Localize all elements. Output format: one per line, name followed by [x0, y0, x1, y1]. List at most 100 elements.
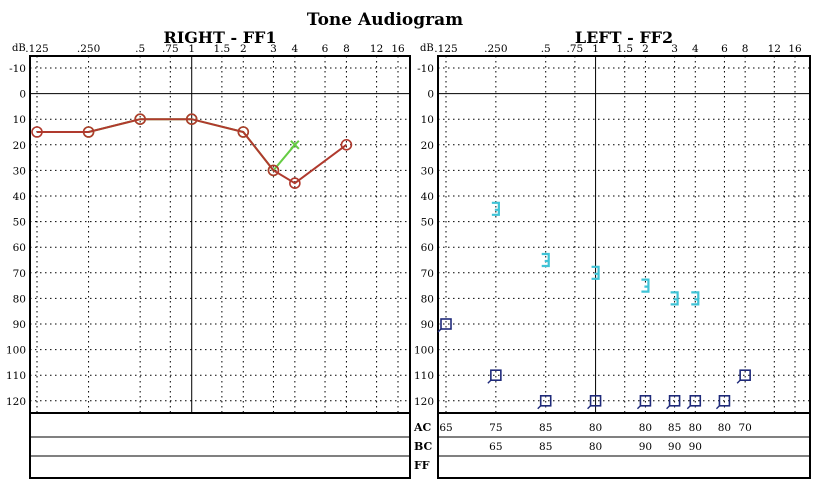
data-point-circle [31, 126, 43, 138]
data-point-square [689, 394, 702, 407]
data-point-square [668, 394, 681, 407]
data-point-square-tail [487, 379, 492, 384]
x-tick-label: 4 [692, 43, 699, 55]
y-tick-label: 100 [414, 345, 434, 357]
y-axis-unit-label: dB [420, 43, 434, 54]
table-value: 75 [489, 422, 502, 434]
data-point-bracket [641, 278, 650, 293]
y-tick-label: 20 [421, 140, 434, 152]
panel-left-ear: LEFT - FF2 dB .125 .250 .5 .75 1 1.5 2 3 4 6 8 12 16 -1… [413, 28, 811, 479]
panel-title: RIGHT - FF1 [163, 28, 276, 47]
data-point-square [440, 318, 452, 330]
y-tick-label: -10 [417, 63, 434, 75]
data-point-bracket [491, 201, 500, 216]
data-point-square [739, 369, 751, 382]
table-frame [437, 412, 811, 479]
series-line [37, 118, 348, 185]
data-point-square-tail [715, 405, 720, 410]
y-tick-label: 30 [13, 165, 26, 177]
table-value: 85 [539, 422, 552, 434]
table-value: 90 [639, 441, 652, 453]
table-value: 80 [639, 422, 652, 434]
y-tick-label: 120 [414, 396, 434, 408]
data-point-square-tail [437, 328, 442, 333]
panel-title: LEFT - FF2 [575, 28, 673, 47]
table-value: 65 [439, 422, 452, 434]
table-value: 85 [668, 422, 681, 434]
x-tick-label: 12 [768, 43, 781, 55]
x-tick-label: 3 [671, 43, 678, 55]
table-value: 80 [689, 422, 702, 434]
y-tick-label: 20 [13, 140, 26, 152]
y-axis-unit-label: dB [12, 43, 26, 54]
table-value: 80 [589, 422, 602, 434]
x-tick-label: 16 [788, 43, 802, 55]
y-tick-label: -10 [9, 63, 26, 75]
table-value: 90 [668, 441, 681, 453]
table-value: 80 [718, 422, 731, 434]
data-point-circle [185, 113, 198, 125]
data-point-square [539, 394, 552, 407]
y-tick-label: 110 [6, 370, 26, 382]
y-tick-label: 60 [421, 242, 434, 254]
table-row-label-ff: FF [414, 459, 430, 472]
x-tick-label: 8 [742, 43, 749, 55]
y-tick-label: 80 [13, 293, 26, 305]
x-tick-label: 8 [343, 43, 350, 55]
data-point-bracket [691, 291, 700, 306]
table-value: 90 [689, 441, 702, 453]
data-point-circle [289, 177, 301, 189]
data-point-circle [82, 126, 95, 138]
x-tick-label: .250 [484, 43, 507, 55]
x-tick-label: 2 [642, 43, 649, 55]
x-tick-label: .75 [567, 43, 584, 55]
x-tick-label: 1 [188, 43, 195, 55]
y-tick-label: 0 [427, 89, 434, 101]
y-tick-label: 90 [13, 319, 26, 331]
x-tick-label: 1 [592, 43, 599, 55]
x-tick-label: .250 [77, 43, 100, 55]
x-tick-label: 1.5 [616, 43, 633, 55]
data-point-circle [267, 164, 280, 177]
table-row-label-ac: AC [413, 421, 432, 434]
y-tick-label: 70 [421, 268, 434, 280]
x-tick-label: 16 [391, 43, 405, 55]
chart-main-title: Tone Audiogram [307, 10, 463, 30]
data-point-square-tail [587, 405, 592, 410]
data-point-bracket [670, 291, 679, 306]
data-point-circle [340, 139, 353, 151]
data-point-square-tail [666, 405, 671, 410]
table-value: 85 [539, 441, 552, 453]
y-tick-label: 10 [13, 114, 26, 126]
data-point-bracket [591, 265, 600, 280]
panel-right-ear: RIGHT - FF1 dB .125 .250 .5 .75 1 1.5 2 3 4 6 8 12 16 -… [6, 28, 411, 479]
x-tick-label: .75 [162, 43, 179, 55]
table-value: 65 [489, 441, 502, 453]
y-tick-label: 30 [421, 165, 434, 177]
y-tick-label: 60 [13, 242, 26, 254]
x-tick-label: .5 [541, 43, 551, 55]
y-tick-label: 70 [13, 268, 26, 280]
y-tick-label: 50 [421, 217, 434, 229]
y-tick-label: 110 [414, 370, 434, 382]
y-tick-label: 0 [19, 89, 26, 101]
x-tick-label: 6 [721, 43, 728, 55]
plot-frame [437, 55, 811, 414]
data-point-square [490, 369, 502, 382]
y-tick-label: 50 [13, 217, 26, 229]
plot-frame [29, 55, 411, 414]
x-tick-label: .125 [25, 43, 48, 55]
x-tick-label: .5 [135, 43, 145, 55]
x-tick-label: 6 [322, 43, 329, 55]
data-point-bracket [541, 252, 550, 268]
data-point-square [718, 394, 731, 407]
table-frame [29, 412, 411, 479]
data-point-circle [237, 126, 250, 138]
x-tick-label: .125 [434, 43, 457, 55]
y-tick-label: 10 [421, 114, 434, 126]
table-row-label-bc: BC [414, 440, 433, 453]
y-tick-label: 80 [421, 293, 434, 305]
